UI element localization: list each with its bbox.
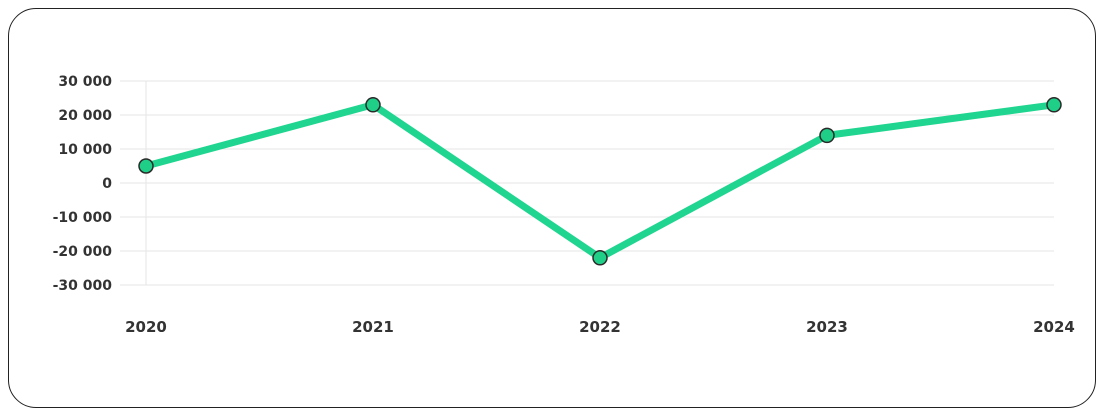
series-layer xyxy=(138,97,1062,266)
grid-lines xyxy=(120,80,1054,286)
y-tick-label: 20 000 xyxy=(58,108,112,124)
series-line xyxy=(142,101,1058,262)
data-point[interactable] xyxy=(819,127,835,144)
chart-card xyxy=(8,8,1096,408)
data-point[interactable] xyxy=(365,97,381,113)
x-tick-label: 2024 xyxy=(1033,318,1075,336)
y-tick-label: -10 000 xyxy=(53,210,113,226)
data-point[interactable] xyxy=(1046,97,1062,113)
x-tick-label: 2023 xyxy=(806,318,848,336)
y-axis-ticks: 30 000 20 000 10 000 0 -10 000 -20 000 -30 000 xyxy=(53,74,113,294)
y-tick-label: 10 000 xyxy=(58,142,112,158)
y-tick-label: -30 000 xyxy=(53,278,113,294)
line-chart: 30 000 20 000 10 000 0 -10 000 -20 000 -30 000… xyxy=(53,74,1075,336)
x-tick-label: 2021 xyxy=(352,318,394,336)
x-tick-label: 2022 xyxy=(579,318,621,336)
y-tick-label: 30 000 xyxy=(58,74,112,90)
y-tick-label: 0 xyxy=(102,176,112,192)
x-axis-ticks: 2020 2021 2022 2023 2024 xyxy=(125,318,1075,336)
x-tick-label: 2020 xyxy=(125,318,167,336)
data-point[interactable] xyxy=(592,250,608,266)
data-point[interactable] xyxy=(138,158,154,174)
y-tick-label: -20 000 xyxy=(53,244,113,260)
